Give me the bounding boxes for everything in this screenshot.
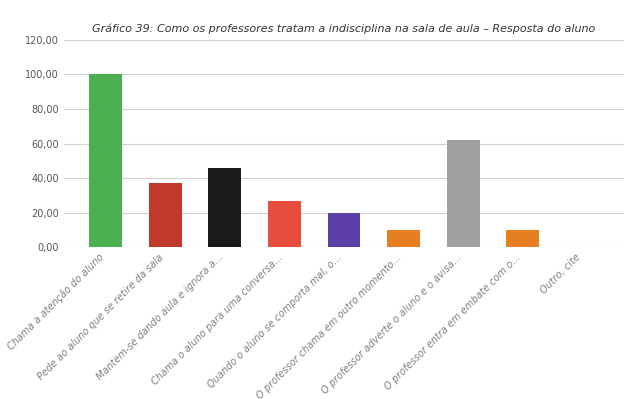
Bar — [149, 184, 182, 247]
Bar — [506, 230, 539, 247]
Bar — [387, 230, 420, 247]
Bar — [208, 168, 241, 247]
Bar — [327, 213, 361, 247]
Title: Gráfico 39: Como os professores tratam a indisciplina na sala de aula – Resposta: Gráfico 39: Como os professores tratam a… — [92, 23, 596, 34]
Bar — [447, 140, 480, 247]
Bar — [89, 75, 122, 247]
Bar — [268, 201, 301, 247]
